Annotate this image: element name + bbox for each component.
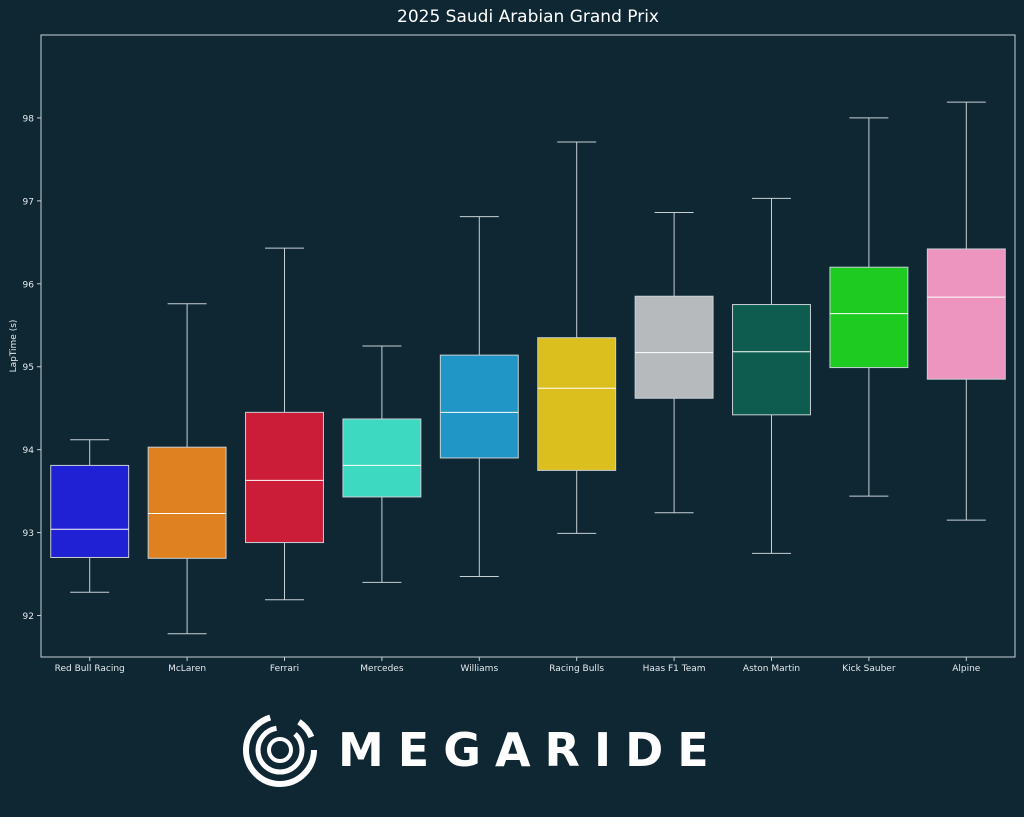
x-tick-label: Kick Sauber <box>842 664 896 674</box>
y-tick-label: 93 <box>23 529 34 539</box>
x-tick-label: Ferrari <box>270 664 299 674</box>
boxplot-chart: 2025 Saudi Arabian Grand Prix LapTime (s… <box>9 7 1016 674</box>
megaride-swirl-icon <box>243 713 317 787</box>
box-mclaren <box>147 303 227 635</box>
iqr-box <box>439 354 519 459</box>
iqr-box <box>342 418 422 498</box>
box-aston-martin <box>732 197 811 554</box>
x-tick-label: Aston Martin <box>743 664 800 674</box>
x-tick-label: Mercedes <box>360 664 404 674</box>
x-tick-label: Alpine <box>952 664 981 674</box>
y-axis-label: LapTime (s) <box>9 320 19 373</box>
box-williams <box>439 216 519 578</box>
box-haas-f1-team <box>634 211 714 514</box>
box-mercedes <box>342 345 422 583</box>
megaride-logo-text: MEGARIDE <box>338 723 723 777</box>
iqr-box <box>926 248 1006 380</box>
box-ferrari <box>245 247 324 601</box>
iqr-box <box>50 464 130 558</box>
x-tick-label: McLaren <box>168 664 206 674</box>
iqr-box <box>829 266 909 369</box>
box-red-bull-racing <box>50 439 130 593</box>
iqr-box <box>732 304 811 416</box>
chart-title: 2025 Saudi Arabian Grand Prix <box>397 7 659 27</box>
x-tick-label: Williams <box>460 664 498 674</box>
y-tick-label: 94 <box>23 446 35 456</box>
y-tick-label: 92 <box>23 612 34 622</box>
x-tick-label: Haas F1 Team <box>643 664 706 674</box>
y-tick-label: 97 <box>23 197 34 207</box>
box-series <box>50 101 1006 635</box>
y-tick-label: 96 <box>23 280 35 290</box>
x-tick-label: Red Bull Racing <box>55 664 125 674</box>
iqr-box <box>537 337 617 471</box>
iqr-box <box>634 295 714 399</box>
box-alpine <box>926 101 1006 521</box>
iqr-box <box>147 446 227 559</box>
y-tick-label: 95 <box>23 363 34 373</box>
y-tick-label: 98 <box>23 114 35 124</box>
x-tick-label: Racing Bulls <box>549 664 604 674</box>
box-racing-bulls <box>537 141 617 534</box>
plot-area-frame <box>40 34 1016 658</box>
iqr-box <box>245 411 324 544</box>
x-axis: Red Bull Racing McLaren Ferrari Mercedes Wil… <box>55 657 981 674</box>
box-kick-sauber <box>829 117 909 497</box>
y-axis: 92 93 94 95 96 97 98 <box>23 114 41 622</box>
